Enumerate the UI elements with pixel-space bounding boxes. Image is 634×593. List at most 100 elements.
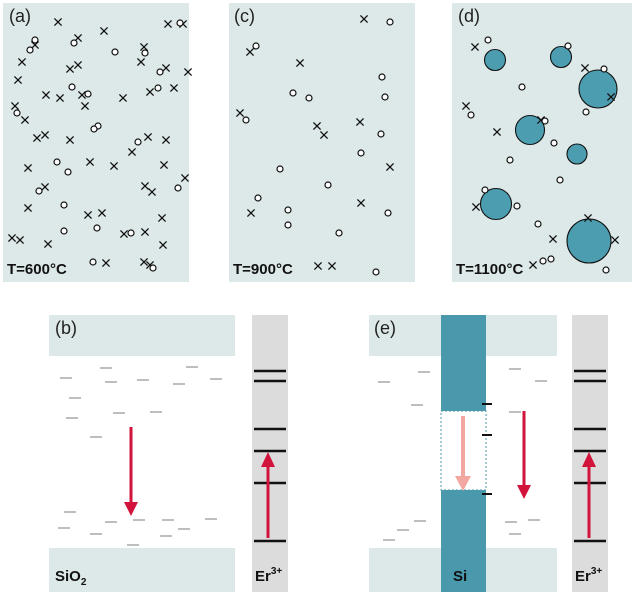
- cross-marker: [119, 229, 129, 239]
- nanocluster-circle: [514, 114, 546, 146]
- cross-marker: [312, 121, 322, 131]
- cross-marker: [55, 93, 65, 103]
- circle-marker: [518, 83, 526, 91]
- cross-marker: [183, 67, 193, 77]
- cross-marker: [80, 101, 90, 111]
- circle-marker: [386, 18, 394, 26]
- cross-marker: [13, 75, 23, 85]
- cross-marker: [161, 135, 171, 145]
- circle-marker: [513, 202, 521, 210]
- circle-marker: [60, 227, 68, 235]
- cross-marker: [32, 133, 42, 143]
- nanocluster-circle: [578, 69, 618, 109]
- circle-marker: [324, 181, 332, 189]
- panel-e-label: (e): [374, 318, 396, 338]
- cross-marker: [235, 108, 245, 118]
- circle-marker: [289, 89, 297, 97]
- cross-marker: [99, 26, 109, 36]
- circle-marker: [305, 94, 313, 102]
- panel-e-ion: Er3+: [575, 566, 602, 585]
- cross-marker: [157, 213, 167, 223]
- panel-b-valence-band: [49, 548, 235, 592]
- panel-c-markers: [235, 14, 395, 276]
- circle-marker: [84, 90, 92, 98]
- panel-e-er-excitation-arrow: [582, 452, 596, 538]
- cross-marker: [246, 208, 256, 218]
- panel-e-si-recombination-arrow: [455, 416, 471, 491]
- cross-marker: [606, 92, 616, 102]
- circle-marker: [541, 117, 549, 125]
- cross-marker: [492, 127, 502, 137]
- circle-marker: [93, 224, 101, 232]
- cross-marker: [127, 147, 137, 157]
- cross-marker: [10, 101, 20, 111]
- panel-b-er-bar: [252, 315, 288, 592]
- circle-marker: [377, 130, 385, 138]
- panel-b-er-excitation-arrow: [261, 452, 275, 538]
- cross-marker: [319, 130, 329, 140]
- panel-e-material: Si: [453, 568, 467, 585]
- circle-marker: [481, 186, 489, 194]
- cross-marker: [20, 115, 30, 125]
- cross-marker: [356, 198, 366, 208]
- cross-marker: [85, 157, 95, 167]
- cross-marker: [159, 160, 169, 170]
- circle-marker: [156, 68, 164, 76]
- cross-marker: [548, 234, 558, 244]
- panel-d-temperature: T=1100°C: [456, 261, 523, 278]
- circle-marker: [600, 65, 608, 73]
- circle-marker: [26, 46, 34, 54]
- circle-marker: [111, 48, 119, 56]
- panel-b-ion: Er3+: [255, 566, 282, 585]
- cross-marker: [41, 90, 51, 100]
- cross-marker: [97, 208, 107, 218]
- circle-marker: [31, 36, 39, 44]
- circle-marker: [284, 221, 292, 229]
- cross-marker: [147, 187, 157, 197]
- circle-marker: [556, 176, 564, 184]
- panel-e-si-ticks: [482, 403, 492, 495]
- circle-marker: [60, 201, 68, 209]
- panel-e: (e) Si Er3+: [369, 315, 608, 592]
- circle-marker: [89, 258, 97, 266]
- cross-marker: [53, 17, 63, 27]
- panel-d-label: (d): [458, 6, 480, 26]
- cross-marker: [327, 261, 337, 271]
- panel-c-background: [229, 3, 415, 282]
- cross-marker: [359, 14, 369, 24]
- cross-marker: [109, 161, 119, 171]
- cross-marker: [470, 42, 480, 52]
- circle-marker: [602, 266, 610, 274]
- cross-marker: [7, 233, 17, 243]
- cross-marker: [169, 83, 179, 93]
- circle-marker: [372, 268, 380, 276]
- circle-marker: [127, 229, 135, 237]
- nanocluster-circle: [566, 218, 612, 264]
- circle-marker: [276, 165, 284, 173]
- cross-marker: [136, 57, 146, 67]
- panel-b-conduction-band: [49, 315, 235, 356]
- panel-c-temperature: T=900°C: [233, 261, 293, 278]
- cross-marker: [140, 227, 150, 237]
- circle-marker: [564, 42, 572, 50]
- circle-marker: [284, 206, 292, 214]
- nanocluster-circle: [483, 48, 507, 72]
- panel-b-label: (b): [55, 318, 77, 338]
- cross-marker: [40, 130, 50, 140]
- cross-marker: [583, 213, 593, 223]
- circle-marker: [174, 184, 182, 192]
- panel-d-nanoclusters: [479, 45, 618, 264]
- panel-b-transition-arrow: [124, 427, 138, 516]
- cross-marker: [17, 57, 27, 67]
- panel-b-defect-levels: [58, 366, 222, 546]
- circle-marker: [90, 125, 98, 133]
- cross-marker: [610, 235, 620, 245]
- panel-e-defect-levels: [378, 368, 547, 541]
- cross-marker: [180, 173, 190, 183]
- circle-marker: [13, 109, 21, 117]
- circle-marker: [70, 39, 78, 47]
- panel-a-label: (a): [9, 6, 31, 26]
- circle-marker: [550, 139, 558, 147]
- circle-marker: [64, 168, 72, 176]
